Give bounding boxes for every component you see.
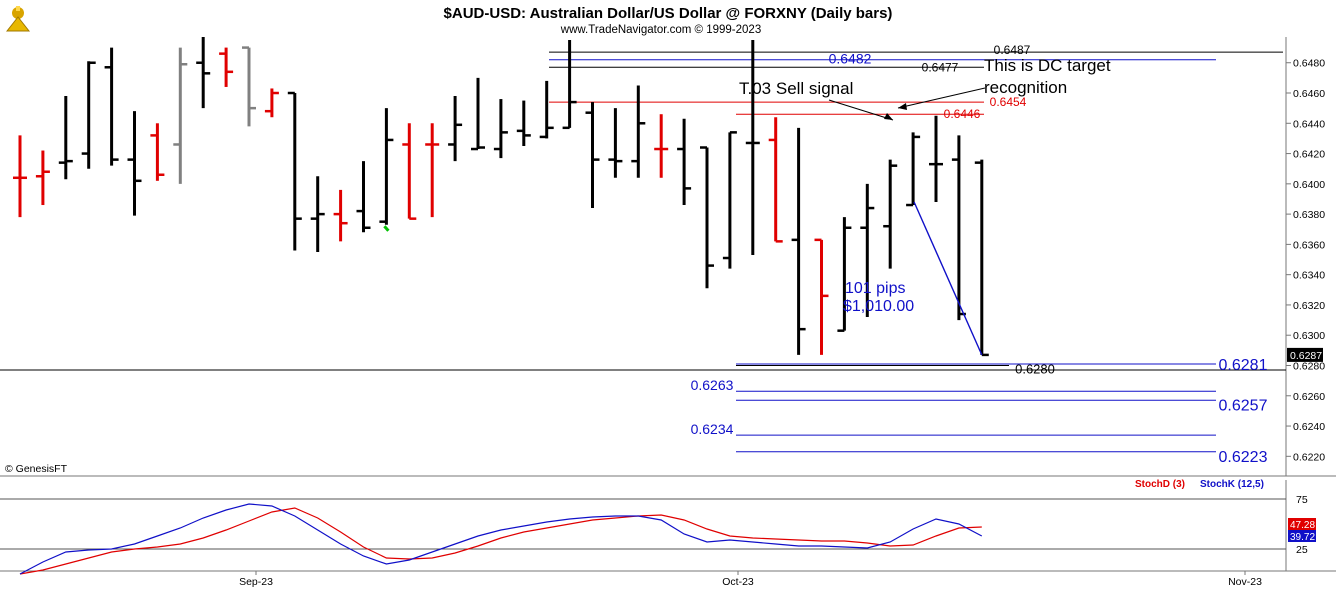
stoch-d-legend: StochD (3) [1135,479,1185,490]
price-axis-ticks: 0.6480 0.6460 0.6440 0.6420 0.6400 0.6380 0.63… [1286,58,1325,463]
green-marker [383,225,390,232]
chart-title: $AUD-USD: Australian Dollar/US Dollar @ … [444,5,893,22]
price-tick-label: 0.6340 [1293,270,1325,282]
price-tick-label: 0.6300 [1293,330,1325,342]
time-tick-label: Nov-23 [1228,576,1262,588]
sell-signal-arrowhead-icon [884,113,893,120]
dollars-label: $1,010.00 [843,298,914,315]
dc-target-arrowhead-icon [898,103,907,110]
level-label: 0.6257 [1219,397,1268,414]
last-price-label: 0.6287 [1290,350,1322,362]
dc-target-label-line1: This is DC target [984,56,1111,75]
price-tick-label: 0.6460 [1293,88,1325,100]
stoch-d-line [19,507,982,575]
sell-signal-label: T.03 Sell signal [739,79,853,98]
level-label: 0.6454 [990,95,1027,109]
time-axis-ticks: Sep-23 Oct-23 Nov-23 [239,571,1262,588]
price-tick-label: 0.6240 [1293,421,1325,433]
stoch-d-value-box [1288,518,1316,530]
dc-target-label-line2: recognition [984,78,1067,97]
level-label: 0.6482 [829,51,872,67]
time-tick-label: Oct-23 [722,576,754,588]
sell-signal-arrow [828,99,894,121]
pips-label: 101 pips [845,280,906,297]
level-label: 0.6446 [944,107,981,121]
price-tick-label: 0.6380 [1293,209,1325,221]
stoch-tick-label: 25 [1296,544,1308,556]
level-label: 0.6281 [1219,357,1268,374]
stoch-k-legend: StochK (12,5) [1200,479,1264,490]
price-tick-label: 0.6320 [1293,300,1325,312]
price-levels: 0.6487 0.6482 0.6477 0.6454 0.6446 0.6281 0.62… [549,43,1283,466]
genesis-logo-icon [3,3,33,33]
price-tick-label: 0.6480 [1293,58,1325,70]
stoch-k-value: 39.72 [1290,532,1315,543]
last-price-box [1287,347,1323,362]
price-tick-label: 0.6400 [1293,179,1325,191]
level-label: 0.6487 [994,43,1031,57]
level-label: 0.6280 [1015,361,1055,376]
stoch-k-value-box [1288,530,1316,542]
stoch-d-value: 47.28 [1290,520,1315,531]
price-tick-label: 0.6440 [1293,118,1325,130]
price-tick-label: 0.6260 [1293,391,1325,403]
dc-target-arrow [897,87,986,109]
price-tick-label: 0.6220 [1293,451,1325,463]
time-tick-label: Sep-23 [239,576,273,588]
level-label: 0.6223 [1219,449,1268,466]
price-bars [13,37,989,357]
stoch-tick-label: 75 [1296,494,1308,506]
price-tick-label: 0.6280 [1293,360,1325,372]
price-tick-label: 0.6420 [1293,149,1325,161]
move-line [913,201,983,356]
chart-subtitle: www.TradeNavigator.com © 1999-2023 [560,24,761,36]
stoch-k-line [19,503,983,575]
credit-text: © GenesisFT [5,463,68,475]
level-label: 0.6263 [691,377,734,393]
level-label: 0.6234 [691,421,734,437]
price-tick-label: 0.6360 [1293,239,1325,251]
level-label: 0.6477 [922,60,959,74]
